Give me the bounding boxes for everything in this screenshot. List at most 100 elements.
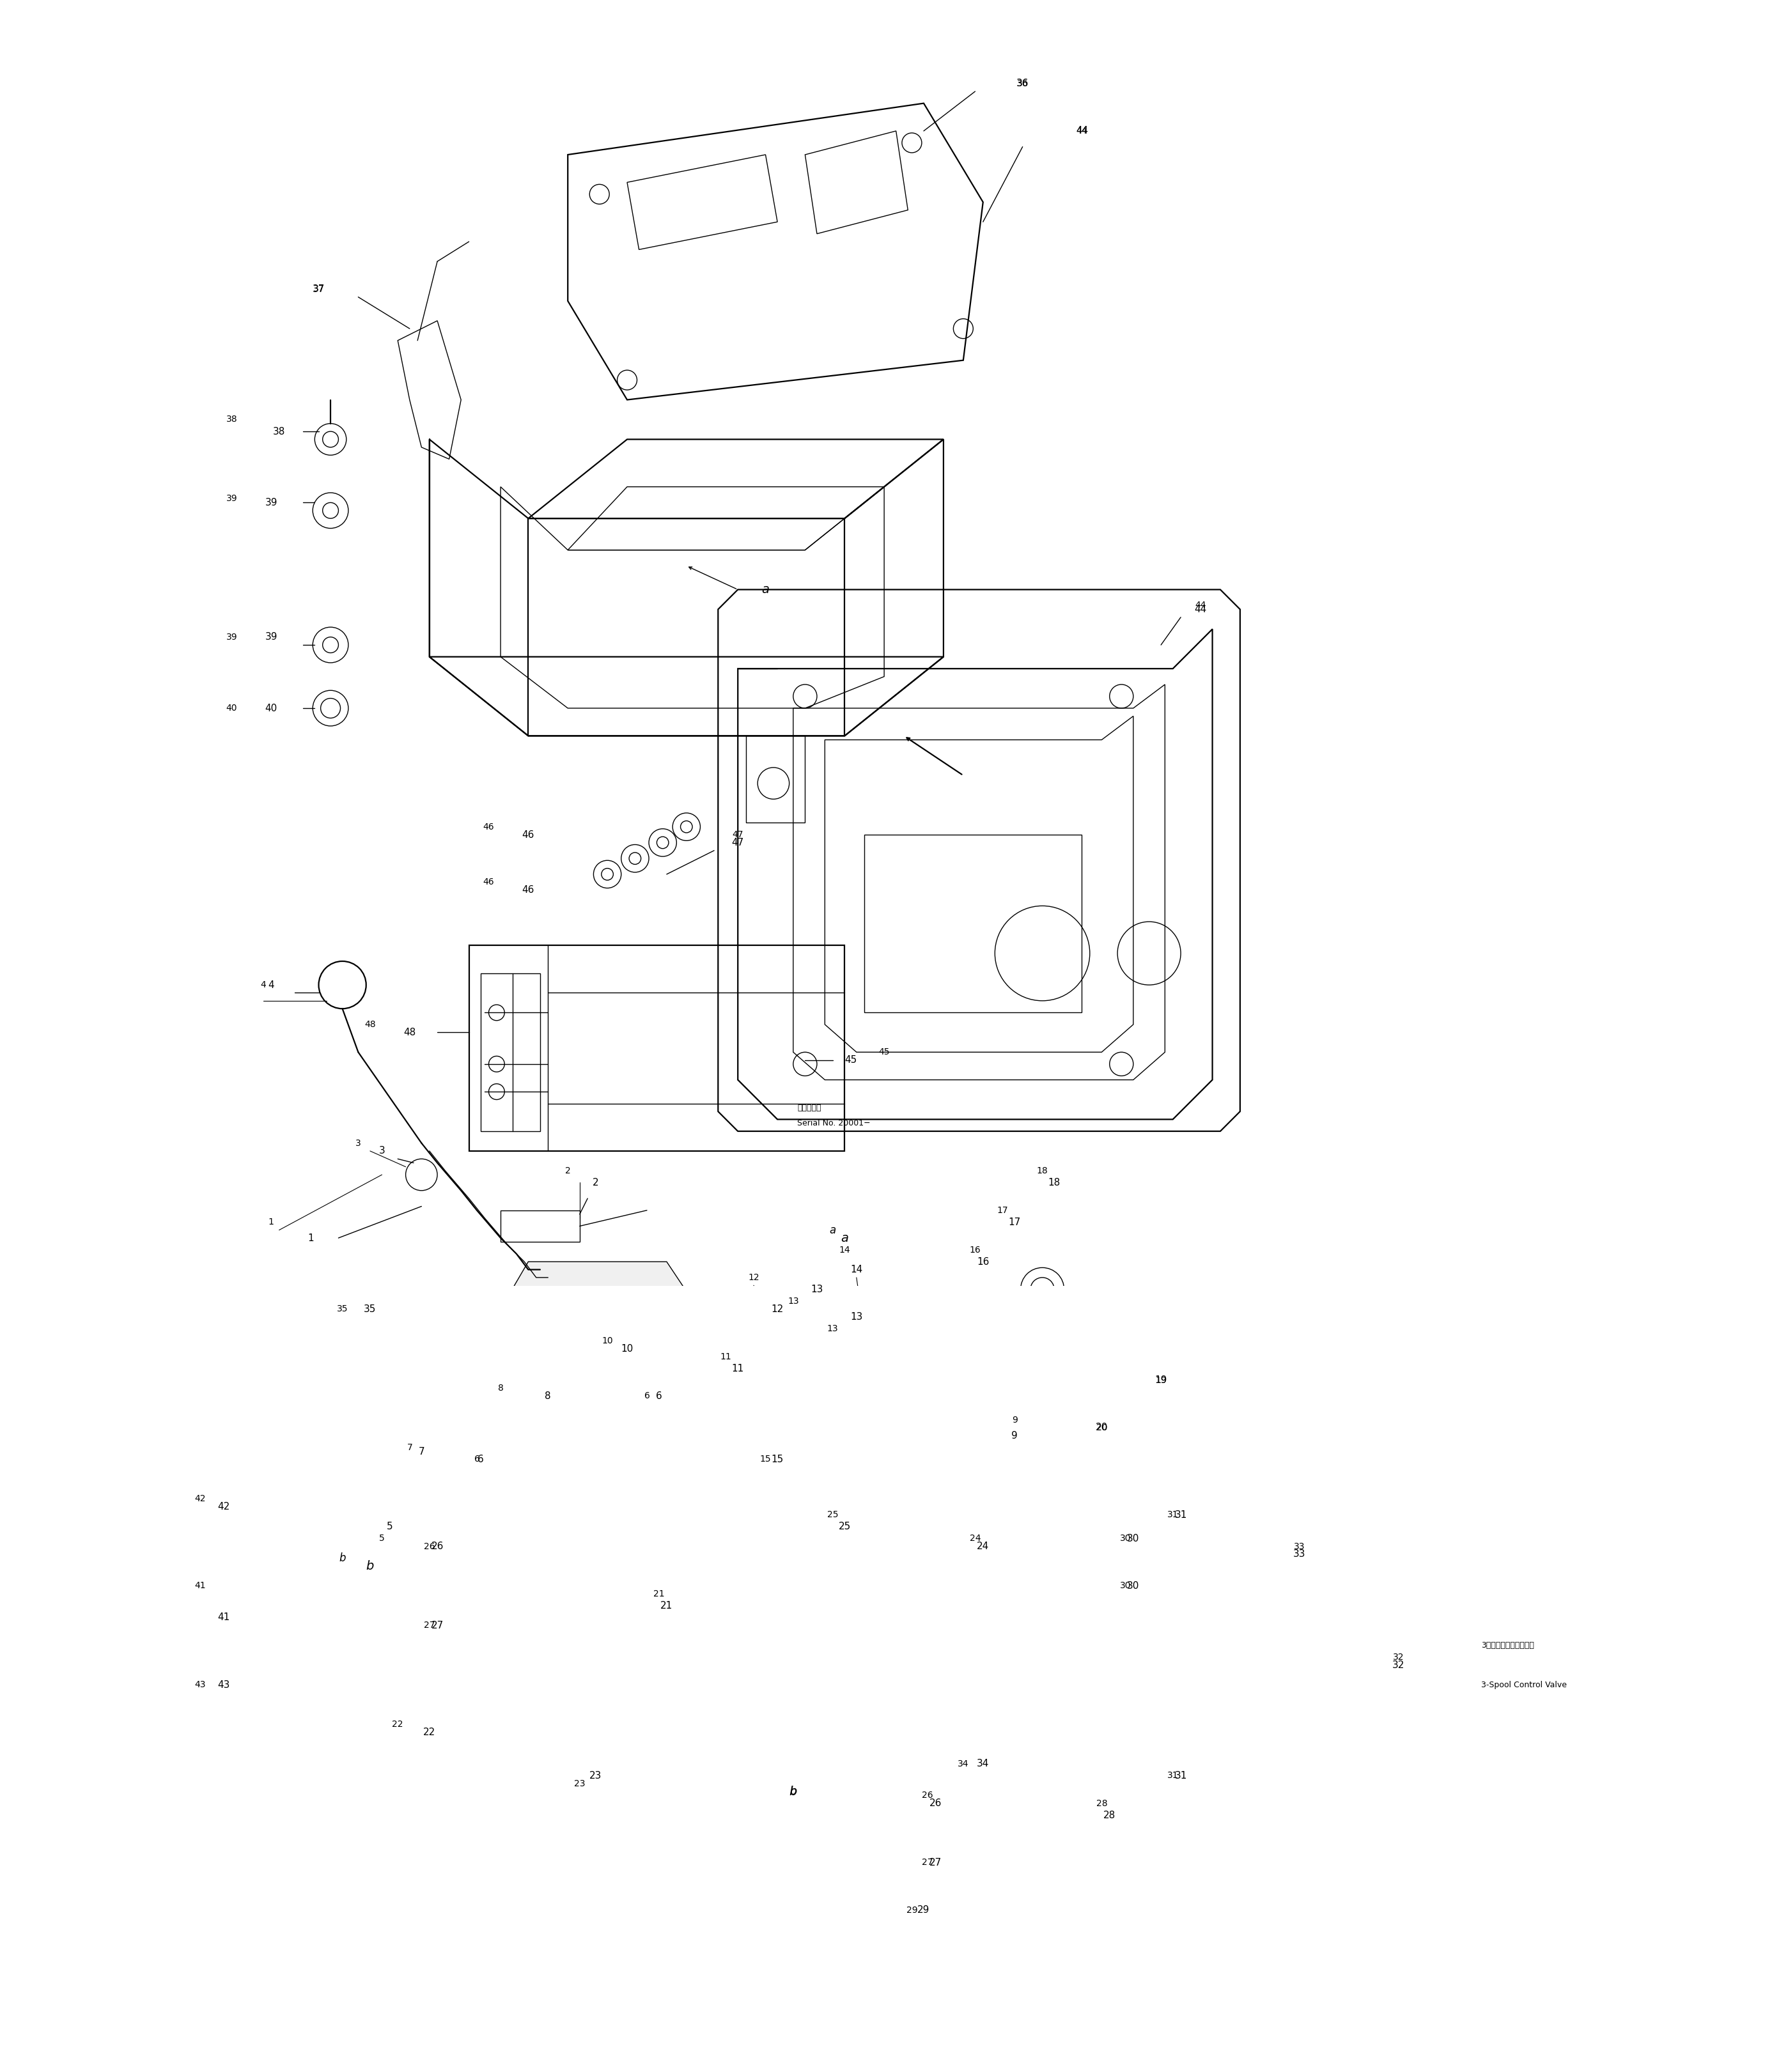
Text: 26: 26 (424, 1542, 436, 1550)
Bar (766, 1484, 932, 1515)
Bar (1189, 1585, 1407, 1697)
Text: 2: 2 (592, 1177, 599, 1187)
Text: 34: 34 (976, 1759, 989, 1769)
Text: 19: 19 (1155, 1376, 1168, 1384)
Text: 41: 41 (218, 1612, 230, 1622)
Bar (239, 1579, 310, 1618)
Text: 22: 22 (392, 1720, 404, 1728)
Text: 32: 32 (1393, 1653, 1403, 1662)
Text: 46: 46 (484, 823, 494, 831)
Text: 10: 10 (602, 1336, 613, 1345)
Text: 35: 35 (363, 1305, 376, 1314)
Text: a: a (762, 584, 769, 595)
Text: 42: 42 (218, 1502, 230, 1513)
Text: 17: 17 (1008, 1218, 1021, 1227)
Text: 28: 28 (1104, 1811, 1116, 1819)
Text: 44: 44 (1194, 605, 1207, 613)
Text: 42: 42 (195, 1494, 206, 1504)
Text: 39: 39 (266, 632, 278, 642)
Text: 33: 33 (1294, 1550, 1306, 1558)
Text: 35: 35 (337, 1305, 347, 1314)
Text: 39: 39 (227, 493, 237, 503)
Bar (1253, 1792, 1411, 1840)
Text: 30: 30 (1120, 1533, 1131, 1544)
Bar (865, 835, 1083, 1013)
Bar (746, 736, 804, 823)
Text: 13: 13 (787, 1297, 799, 1305)
Text: 25: 25 (838, 1521, 851, 1531)
Text: 45: 45 (845, 1055, 858, 1065)
Text: 13: 13 (851, 1312, 863, 1322)
Text: b: b (367, 1560, 374, 1573)
Polygon shape (1212, 1566, 1465, 1894)
Text: 41: 41 (195, 1581, 206, 1591)
Text: 27: 27 (424, 1620, 434, 1631)
Text: 25: 25 (828, 1510, 838, 1519)
Text: 4: 4 (260, 980, 266, 990)
Text: 43: 43 (218, 1680, 230, 1689)
Text: 18: 18 (1047, 1177, 1060, 1187)
Bar (936, 1585, 999, 1641)
Bar (528, 1459, 647, 1531)
Bar (991, 1606, 1118, 1755)
Bar (239, 1527, 310, 1566)
Text: 26: 26 (929, 1798, 941, 1809)
Text: 10: 10 (620, 1345, 633, 1353)
Text: 18: 18 (1037, 1167, 1047, 1175)
Text: 6: 6 (475, 1455, 480, 1463)
Text: 8: 8 (498, 1384, 503, 1392)
Bar (666, 1419, 766, 1479)
Text: 6: 6 (643, 1392, 650, 1401)
Text: 46: 46 (484, 879, 494, 887)
Text: b: b (790, 1786, 797, 1796)
Text: 21: 21 (654, 1589, 664, 1598)
Bar (1212, 1666, 1363, 1745)
Text: a: a (840, 1233, 849, 1243)
Text: 45: 45 (879, 1048, 890, 1057)
Text: 13: 13 (828, 1324, 838, 1334)
Text: 2: 2 (565, 1167, 571, 1175)
Text: 12: 12 (771, 1305, 783, 1314)
Polygon shape (500, 1262, 698, 1409)
Bar (500, 1210, 579, 1241)
Text: 29: 29 (918, 1906, 930, 1915)
Text: 24: 24 (969, 1533, 980, 1544)
Bar (659, 1368, 682, 1432)
Text: 46: 46 (523, 831, 535, 839)
Text: 9: 9 (1012, 1415, 1017, 1423)
Text: 14: 14 (851, 1264, 863, 1274)
Text: 33: 33 (1294, 1542, 1304, 1550)
Text: 32: 32 (1393, 1660, 1405, 1670)
Text: 31: 31 (1175, 1772, 1187, 1780)
Bar (1134, 1685, 1164, 1763)
Text: 46: 46 (523, 885, 535, 895)
Text: 36: 36 (1017, 79, 1030, 89)
Text: 11: 11 (732, 1363, 744, 1374)
Text: 44: 44 (1194, 601, 1207, 609)
Text: 21: 21 (661, 1602, 673, 1610)
Text: 40: 40 (227, 704, 237, 713)
Text: 3: 3 (379, 1146, 385, 1156)
Text: 15: 15 (771, 1455, 783, 1465)
Text: 12: 12 (748, 1272, 758, 1283)
Text: 16: 16 (969, 1245, 980, 1254)
Text: 7: 7 (408, 1442, 413, 1452)
Circle shape (319, 961, 367, 1009)
Text: 30: 30 (1127, 1581, 1139, 1591)
Text: 11: 11 (719, 1353, 732, 1361)
Text: 44: 44 (1076, 126, 1088, 137)
Bar (1253, 1720, 1411, 1767)
Text: 17: 17 (998, 1206, 1008, 1214)
Text: 27: 27 (921, 1859, 934, 1867)
Text: 3連コントロールバルブ: 3連コントロールバルブ (1481, 1641, 1535, 1649)
Text: 23: 23 (574, 1780, 585, 1788)
Text: 38: 38 (227, 414, 237, 425)
Bar (1003, 1618, 1106, 1689)
Text: 1: 1 (308, 1233, 314, 1243)
Text: ・適用号機: ・適用号機 (797, 1104, 820, 1113)
Text: 30: 30 (1120, 1581, 1131, 1591)
Text: 47: 47 (732, 831, 744, 839)
Text: 37: 37 (312, 284, 324, 294)
Bar (618, 1697, 643, 1753)
Text: 31: 31 (1168, 1510, 1178, 1519)
